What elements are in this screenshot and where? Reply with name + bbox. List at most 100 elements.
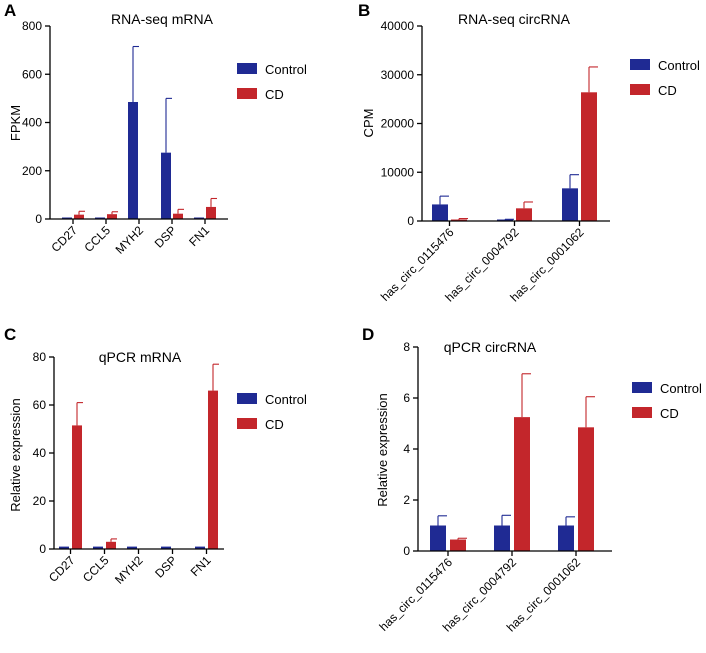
legend-label-control: Control [658, 58, 700, 73]
y-tick-label: 6 [403, 391, 410, 405]
x-tick-labels: has_circ_0115476has_circ_0004792has_circ… [376, 551, 583, 634]
y-tick-label: 40000 [381, 19, 415, 33]
bar-cd-1 [516, 208, 532, 221]
panel-d: D qPCR circRNA Relative expression 0 2 4 6 8… [362, 325, 702, 634]
chart-title: qPCR circRNA [444, 339, 537, 355]
panel-a: A RNA-seq mRNA FPKM 0 200 400 600 800 CD27 CC… [4, 1, 307, 257]
y-tick-labels: 0 200 400 600 800 [22, 19, 50, 226]
bar-cd-4 [206, 206, 216, 219]
bar-cd-1 [106, 541, 116, 549]
bar-cd-2 [581, 92, 597, 221]
bar-control-4 [194, 217, 204, 219]
y-tick-label: 20 [33, 494, 47, 508]
bar-cd-1 [514, 417, 530, 551]
legend: Control CD [632, 381, 702, 421]
error-bars [437, 373, 595, 540]
bar-control-4 [195, 546, 205, 549]
x-tick-label: DSP [152, 223, 179, 250]
chart-title: qPCR mRNA [99, 349, 182, 365]
bar-cd-0 [72, 425, 82, 549]
legend-swatch-cd [630, 84, 650, 95]
legend-label-control: Control [660, 381, 702, 396]
bar-cd-3 [173, 213, 183, 219]
y-tick-label: 200 [22, 164, 42, 178]
x-tick-label: FN1 [186, 223, 212, 249]
bar-control-2 [558, 525, 574, 551]
legend-label-cd: CD [265, 417, 284, 432]
bar-control-2 [127, 546, 137, 549]
legend-swatch-cd [237, 418, 257, 429]
legend-label-cd: CD [265, 87, 284, 102]
x-tick-labels: CD27 CCL5 MYH2 DSP FN1 [46, 549, 214, 587]
y-tick-label: 2 [403, 493, 410, 507]
bars [432, 92, 597, 221]
y-tick-label: 40 [33, 446, 47, 460]
chart-title: RNA-seq mRNA [111, 11, 214, 27]
x-tick-label: CCL5 [80, 553, 112, 585]
y-tick-label: 30000 [381, 68, 415, 82]
legend-swatch-cd [237, 88, 257, 99]
y-tick-label: 0 [35, 212, 42, 226]
legend-label-cd: CD [658, 83, 677, 98]
legend-label-control: Control [265, 392, 307, 407]
bar-cd-4 [208, 390, 218, 549]
legend-label-control: Control [265, 62, 307, 77]
bar-control-1 [497, 219, 513, 221]
x-tick-labels: CD27 CCL5 MYH2 DSP FN1 [49, 219, 212, 257]
bar-control-0 [62, 217, 72, 219]
bar-control-2 [562, 188, 578, 221]
y-tick-label: 400 [22, 116, 42, 130]
bar-control-3 [161, 546, 171, 549]
panel-b: B RNA-seq circRNA CPM 0 10000 20000 30000 40… [358, 1, 700, 304]
legend-label-cd: CD [660, 406, 679, 421]
panel-letter: A [4, 1, 16, 20]
y-tick-label: 600 [22, 67, 42, 81]
panel-letter: B [358, 1, 370, 20]
y-axis-label: Relative expression [375, 393, 390, 506]
x-tick-label: MYH2 [113, 223, 147, 257]
bars [430, 417, 594, 551]
x-tick-label: FN1 [188, 553, 214, 579]
x-tick-label: CD27 [46, 553, 78, 585]
y-tick-label: 800 [22, 19, 42, 33]
y-tick-label: 0 [407, 214, 414, 228]
bar-cd-1 [107, 214, 117, 219]
chart-title: RNA-seq circRNA [458, 11, 571, 27]
y-tick-labels: 0 2 4 6 8 [403, 340, 418, 558]
y-tick-label: 10000 [381, 165, 415, 179]
y-tick-label: 0 [403, 544, 410, 558]
bar-cd-0 [74, 214, 84, 219]
panel-c: C qPCR mRNA Relative expression 0 20 40 60 8… [4, 325, 307, 587]
bar-cd-0 [450, 539, 466, 551]
legend-swatch-control [237, 393, 257, 404]
x-tick-label: CD27 [49, 223, 81, 255]
bars [62, 101, 216, 219]
panel-letter: D [362, 325, 374, 344]
y-axis-label: Relative expression [8, 398, 23, 511]
legend-swatch-control [630, 59, 650, 70]
legend: Control CD [237, 62, 307, 102]
x-tick-label: CCL5 [82, 223, 114, 255]
error-bars [78, 45, 217, 215]
bar-control-1 [93, 546, 103, 549]
y-tick-label: 60 [33, 398, 47, 412]
y-axis-label: CPM [361, 109, 376, 138]
bar-control-0 [432, 204, 448, 221]
legend: Control CD [237, 392, 307, 432]
error-bars [76, 363, 219, 542]
bars [59, 390, 218, 549]
bar-control-3 [161, 152, 171, 219]
y-tick-labels: 0 20 40 60 80 [33, 350, 54, 556]
bar-control-0 [59, 546, 69, 549]
y-tick-label: 20000 [381, 117, 415, 131]
x-tick-label: MYH2 [112, 553, 146, 587]
panel-letter: C [4, 325, 16, 344]
bar-control-0 [430, 525, 446, 551]
y-axis-label: FPKM [8, 105, 23, 141]
y-tick-label: 4 [403, 442, 410, 456]
legend: Control CD [630, 58, 700, 98]
x-tick-label: DSP [152, 553, 179, 580]
bar-cd-0 [451, 219, 467, 221]
y-tick-label: 8 [403, 340, 410, 354]
